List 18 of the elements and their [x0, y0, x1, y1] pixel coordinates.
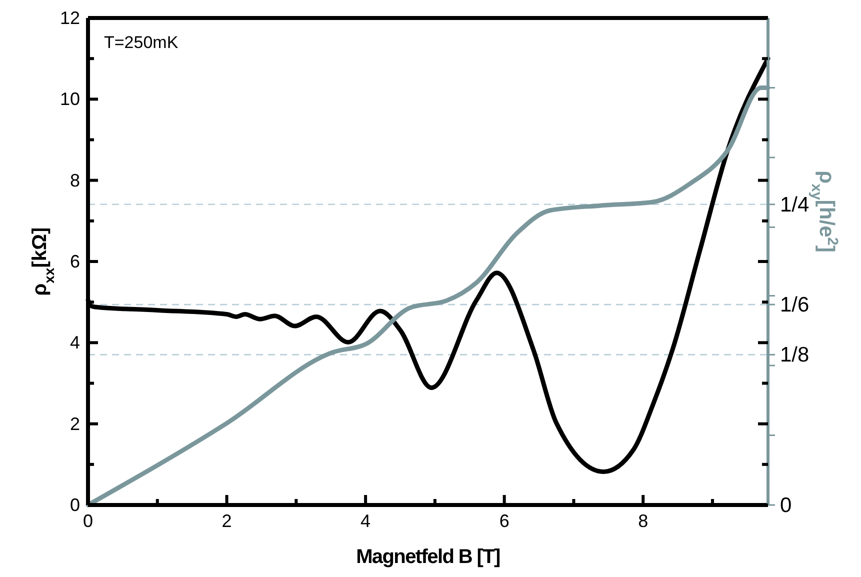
x-tick-label: 4: [360, 511, 371, 531]
y2-tick-label: 0: [780, 494, 792, 517]
y-tick-label: 10: [60, 89, 80, 110]
y2-tick-label: 1/8: [780, 344, 810, 367]
x-tick-label: 0: [82, 511, 94, 531]
x-tick-label: 2: [222, 511, 232, 531]
x-tick-label: 8: [638, 511, 648, 531]
annotation: T=250mK: [104, 33, 179, 52]
y-tick-label: 8: [70, 170, 80, 190]
y2-tick-label: 1/6: [780, 294, 810, 317]
y-tick-label: 2: [70, 414, 80, 434]
y-tick-label: 6: [70, 252, 80, 272]
x-axis-title: Magnetfeld B [T]: [356, 546, 500, 568]
y-tick-label: 12: [60, 8, 80, 28]
y-tick-label: 4: [70, 332, 80, 353]
y-tick-label: 0: [70, 495, 80, 515]
x-tick-label: 6: [499, 511, 510, 531]
y2-tick-label: 1/4: [780, 193, 810, 216]
